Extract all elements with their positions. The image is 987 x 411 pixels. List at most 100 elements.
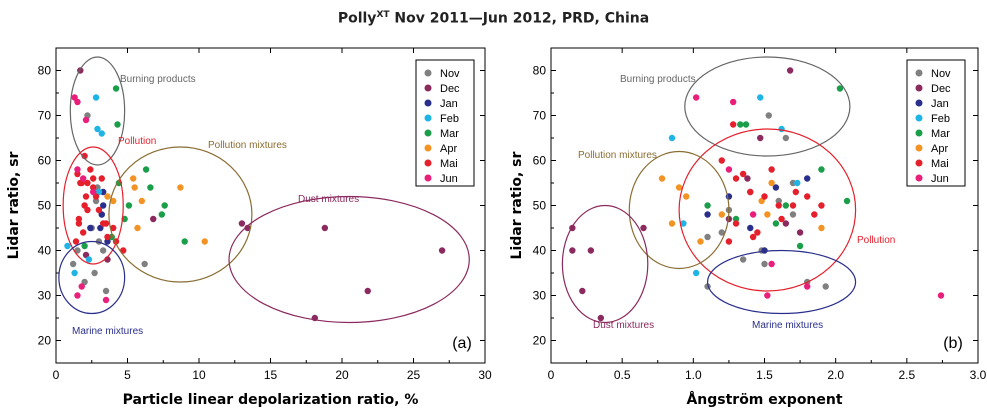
x-tick-label: 30 (478, 368, 492, 382)
data-point-mar (796, 242, 804, 250)
data-point-mai (725, 238, 733, 245)
x-tick-label: 3.0 (970, 368, 987, 382)
data-point-jun (749, 211, 757, 218)
legend-marker (915, 159, 923, 167)
legend-label: Mai (931, 158, 949, 170)
data-point-mar (704, 202, 711, 209)
legend: Nov Dec Jan Feb Mar Apr Mai Jun (906, 59, 966, 187)
legend-label: Jun (440, 173, 458, 185)
data-point-feb (680, 220, 687, 227)
data-point-jun (764, 292, 771, 299)
data-point-mar (81, 242, 88, 250)
data-point-jun (768, 260, 775, 268)
region-ellipse-burning-products (684, 56, 851, 157)
data-point-jun (89, 188, 97, 196)
chart-panel-b: 0 0.5 1.0 1.5 2.0 2.5 3.0 20 30 40 50 60 70 80 Ångströ… (509, 47, 987, 408)
data-point-apr (718, 211, 725, 218)
data-point-jan (761, 247, 768, 254)
data-point-dec (579, 287, 586, 295)
data-point-jun (937, 292, 945, 299)
legend-label: Feb (440, 113, 459, 125)
y-tick-label: 20 (38, 334, 52, 348)
data-point-apr (764, 211, 771, 218)
data-point-apr (138, 197, 145, 205)
data-point-nov (761, 260, 768, 268)
region-label-pollution-mixtures: Pollution mixtures (208, 140, 287, 151)
region-ellipse-marine-mixtures (58, 240, 126, 315)
data-point-mai (89, 175, 97, 182)
data-point-mar (147, 184, 154, 191)
data-point-mar (737, 121, 744, 128)
data-point-mai (74, 170, 81, 178)
data-point-jan (747, 224, 754, 232)
data-point-mai (75, 220, 83, 227)
region-ellipse-dust-mixtures (561, 204, 649, 324)
data-point-mar (142, 166, 150, 173)
legend-label: Apr (931, 143, 948, 155)
data-point-mai (79, 229, 87, 236)
data-point-jan (104, 238, 111, 245)
data-point-nov (99, 247, 107, 254)
data-point-mar (732, 215, 740, 223)
legend-label: Dec (931, 83, 951, 95)
region-ellipse-dust-mixtures (228, 195, 470, 324)
data-point-apr (134, 224, 141, 232)
region-ellipse-pollution-mixtures (108, 146, 253, 283)
region-ellipse-marine-mixtures (706, 249, 857, 315)
data-point-dec (569, 247, 576, 254)
y-tick-label: 40 (38, 244, 52, 258)
region-ellipse-pollution-mixtures (628, 150, 730, 270)
x-axis-label: Particle linear depolarization ratio, % (123, 392, 419, 408)
legend-marker (424, 99, 432, 107)
data-point-mar (125, 202, 133, 209)
data-point-jan (772, 184, 780, 191)
data-point-mar (836, 85, 844, 92)
y-tick-label: 30 (38, 289, 52, 303)
data-point-dec (796, 229, 804, 236)
legend-marker (915, 144, 923, 152)
y-tick-label: 70 (533, 109, 547, 123)
figure-title: PollyXT Nov 2011—Jun 2012, PRD, China (0, 10, 987, 27)
legend-marker (424, 174, 432, 182)
legend-marker (424, 144, 432, 152)
data-point-feb (71, 269, 78, 277)
y-tick-label: 40 (533, 244, 547, 258)
x-tick-label: 2.0 (827, 368, 844, 382)
x-tick-label: 0 (53, 368, 60, 382)
legend-label: Mar (440, 128, 459, 140)
legend: Nov Dec Jan Feb Mar Apr Mai Jun (415, 59, 475, 187)
legend-marker (915, 114, 923, 122)
x-tick-label: 15 (264, 368, 278, 382)
data-point-jun (692, 94, 700, 101)
data-point-dec (786, 67, 794, 74)
data-point-mar (818, 166, 825, 173)
data-point-mai (768, 166, 775, 173)
data-point-mai (754, 229, 761, 236)
data-point-feb (692, 269, 700, 277)
data-point-mai (89, 184, 97, 191)
data-point-mar (742, 121, 750, 128)
y-tick-label: 50 (38, 199, 52, 213)
data-point-jun (78, 283, 85, 290)
data-point-mai (804, 193, 811, 200)
title-main: Polly (337, 10, 377, 27)
data-point-mai (732, 220, 740, 227)
region-ellipse-burning-products (69, 56, 126, 166)
legend-marker (424, 69, 432, 77)
data-point-mai (749, 233, 757, 241)
x-tick-label: 0.5 (614, 368, 631, 382)
data-point-mai (778, 215, 785, 223)
region-label-marine-mixtures: Marine mixtures (752, 320, 823, 331)
data-point-mai (789, 202, 797, 209)
panel-tag: (b) (943, 335, 963, 352)
data-point-jan (87, 224, 94, 232)
data-point-mai (104, 233, 111, 241)
region-label-pollution-mixtures: Pollution mixtures (578, 150, 657, 161)
data-point-dec (238, 220, 246, 227)
data-point-feb (92, 94, 100, 101)
x-tick-label: 10 (192, 368, 206, 382)
data-point-dec (364, 287, 371, 295)
data-point-dec (438, 247, 446, 254)
x-tick-label: 25 (407, 368, 421, 382)
legend-marker (424, 129, 432, 137)
